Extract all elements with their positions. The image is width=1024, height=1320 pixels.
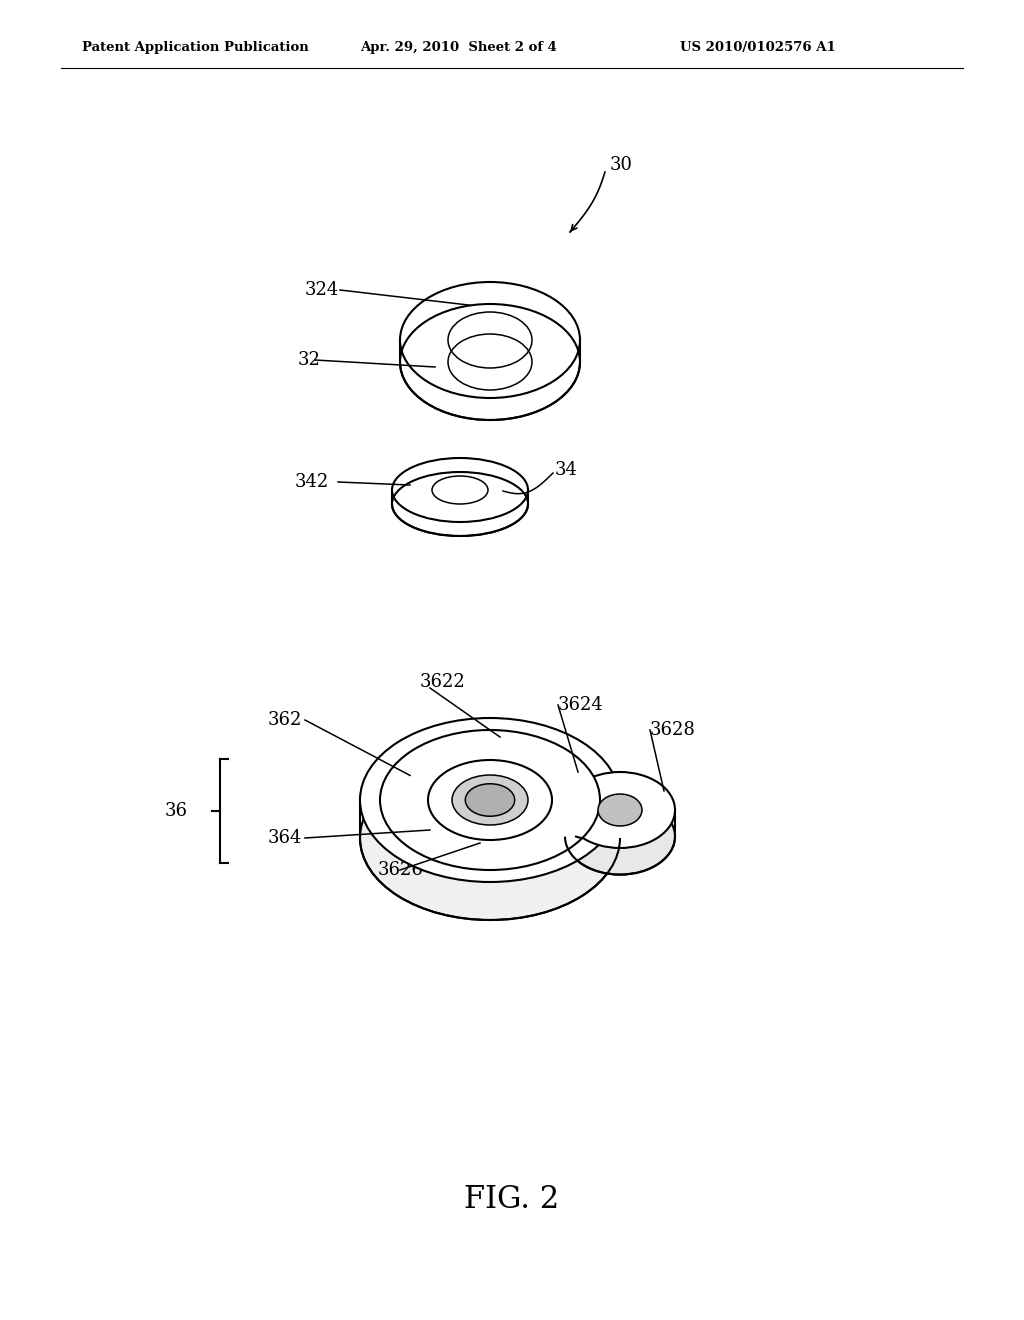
Ellipse shape bbox=[360, 718, 620, 882]
Text: 32: 32 bbox=[298, 351, 321, 370]
Ellipse shape bbox=[465, 784, 515, 816]
Ellipse shape bbox=[392, 473, 528, 536]
Ellipse shape bbox=[565, 772, 675, 847]
Text: 364: 364 bbox=[268, 829, 302, 847]
Text: 3628: 3628 bbox=[650, 721, 696, 739]
Text: US 2010/0102576 A1: US 2010/0102576 A1 bbox=[680, 41, 836, 54]
Ellipse shape bbox=[400, 304, 580, 420]
Text: Apr. 29, 2010  Sheet 2 of 4: Apr. 29, 2010 Sheet 2 of 4 bbox=[360, 41, 557, 54]
Ellipse shape bbox=[428, 760, 552, 840]
Ellipse shape bbox=[360, 756, 620, 920]
Text: 3624: 3624 bbox=[558, 696, 604, 714]
Ellipse shape bbox=[452, 775, 528, 825]
Text: FIG. 2: FIG. 2 bbox=[464, 1184, 560, 1216]
Text: 36: 36 bbox=[165, 801, 188, 820]
Text: 3622: 3622 bbox=[420, 673, 466, 690]
Ellipse shape bbox=[380, 730, 600, 870]
Ellipse shape bbox=[598, 795, 642, 826]
Text: 362: 362 bbox=[268, 711, 302, 729]
Text: 34: 34 bbox=[555, 461, 578, 479]
Text: 3626: 3626 bbox=[378, 861, 424, 879]
Text: 342: 342 bbox=[295, 473, 330, 491]
Text: 324: 324 bbox=[305, 281, 339, 300]
Ellipse shape bbox=[565, 799, 675, 875]
Text: Patent Application Publication: Patent Application Publication bbox=[82, 41, 309, 54]
Text: 30: 30 bbox=[610, 156, 633, 174]
